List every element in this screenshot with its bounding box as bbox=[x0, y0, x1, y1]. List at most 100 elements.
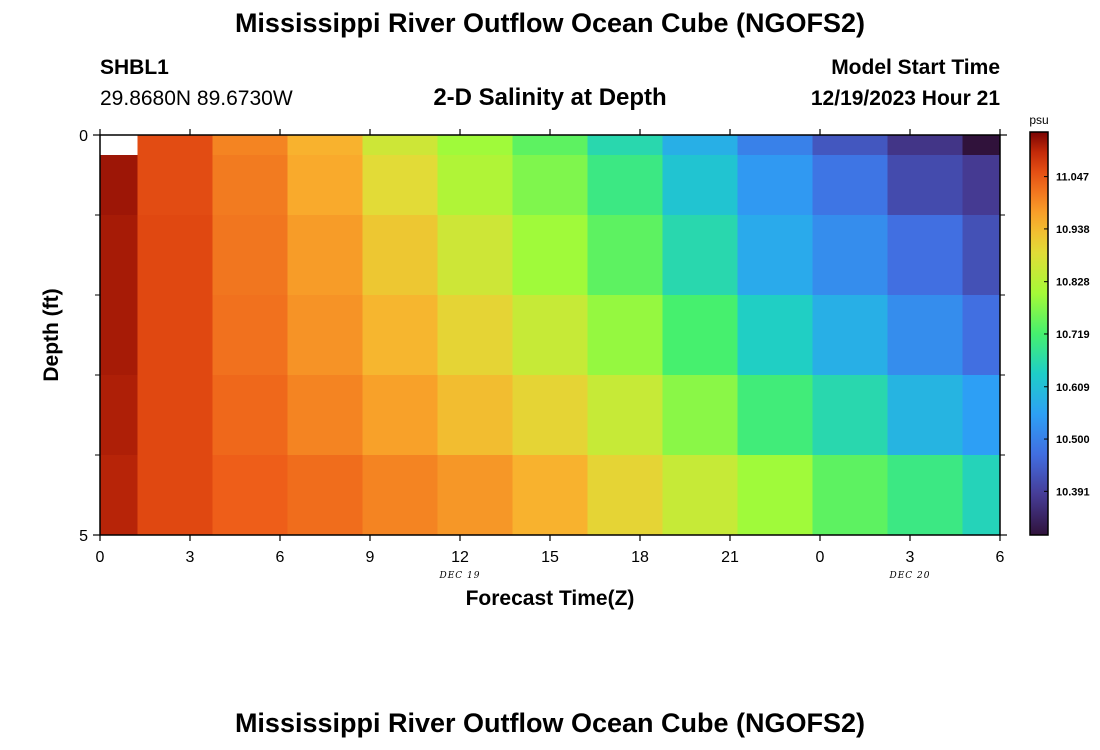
second-chart-title: Mississippi River Outflow Ocean Cube (NG… bbox=[234, 708, 866, 738]
heatmap-cell bbox=[437, 455, 513, 536]
heatmap-cell bbox=[437, 375, 513, 456]
heatmap-cell bbox=[812, 135, 888, 156]
heatmap-cell bbox=[137, 375, 213, 456]
heatmap-cell bbox=[437, 295, 513, 376]
heatmap-cell bbox=[587, 375, 663, 456]
heatmap-cell bbox=[812, 155, 888, 216]
heatmap-cell bbox=[137, 135, 213, 156]
heatmap-cell bbox=[812, 215, 888, 296]
x-tick-label: 18 bbox=[631, 549, 649, 566]
heatmap-cell bbox=[212, 215, 288, 296]
heatmap-cell bbox=[887, 455, 963, 536]
heatmap-cell bbox=[662, 215, 738, 296]
heatmap-cell bbox=[212, 135, 288, 156]
heatmap-cell bbox=[812, 295, 888, 376]
colorbar-unit: psu bbox=[1029, 113, 1048, 127]
heatmap-cell bbox=[662, 135, 738, 156]
heatmap-cell bbox=[662, 375, 738, 456]
heatmap-cell bbox=[212, 155, 288, 216]
heatmap-cell bbox=[737, 455, 813, 536]
heatmap-cell bbox=[362, 295, 438, 376]
heatmap-cell bbox=[100, 215, 138, 296]
heatmap-cell bbox=[362, 375, 438, 456]
heatmap-cell bbox=[212, 295, 288, 376]
y-axis-title: Depth (ft) bbox=[40, 288, 63, 381]
x-tick-label: 15 bbox=[541, 549, 559, 566]
x-tick-label: 21 bbox=[721, 549, 739, 566]
heatmap-cell bbox=[437, 135, 513, 156]
heatmap-cell bbox=[362, 135, 438, 156]
x-tick-label: 6 bbox=[276, 549, 285, 566]
heatmap-cell bbox=[962, 455, 1001, 536]
colorbar-tick-label: 10.500 bbox=[1056, 434, 1090, 446]
colorbar-tick-label: 10.609 bbox=[1056, 382, 1090, 394]
chart-title: Mississippi River Outflow Ocean Cube (NG… bbox=[234, 8, 866, 38]
heatmap-cell bbox=[212, 375, 288, 456]
heatmap-cell bbox=[587, 155, 663, 216]
heatmap-cell bbox=[287, 295, 363, 376]
colorbar-tick-label: 10.719 bbox=[1056, 329, 1090, 341]
heatmap-cell bbox=[887, 215, 963, 296]
colorbar: 11.047 10.938 10.828 10.719 10.609 10.500 10.3… bbox=[1029, 113, 1090, 536]
heatmap-cell bbox=[137, 455, 213, 536]
station-coordinates: 29.8680N 89.6730W bbox=[100, 87, 293, 110]
colorbar-tick-label: 11.047 bbox=[1056, 172, 1089, 184]
heatmap-cell bbox=[137, 155, 213, 216]
heatmap-cell bbox=[962, 215, 1001, 296]
heatmap-cell bbox=[137, 215, 213, 296]
heatmap-cell bbox=[587, 455, 663, 536]
heatmap-cell bbox=[512, 375, 588, 456]
heatmap-cell bbox=[587, 215, 663, 296]
date-label: DEC 20 bbox=[889, 571, 931, 581]
heatmap-cell bbox=[887, 375, 963, 456]
x-axis-title: Forecast Time(Z) bbox=[466, 587, 635, 610]
chart-subtitle: 2-D Salinity at Depth bbox=[433, 84, 667, 111]
heatmap-cell bbox=[737, 155, 813, 216]
y-tick-label: 0 bbox=[79, 128, 88, 145]
heatmap-cell bbox=[737, 215, 813, 296]
heatmap-cell bbox=[962, 295, 1001, 376]
date-label: DEC 19 bbox=[439, 571, 481, 581]
x-tick-label: 0 bbox=[96, 549, 105, 566]
heatmap-cell bbox=[887, 295, 963, 376]
heatmap-cell bbox=[812, 375, 888, 456]
heatmap-cell bbox=[100, 155, 138, 216]
heatmap-cell bbox=[587, 295, 663, 376]
heatmap-cell bbox=[287, 455, 363, 536]
heatmap-cell bbox=[512, 455, 588, 536]
heatmap-cell bbox=[887, 135, 963, 156]
heatmap-cell bbox=[287, 135, 363, 156]
heatmap-cell bbox=[512, 295, 588, 376]
heatmap-cell bbox=[962, 155, 1001, 216]
x-tick-label: 0 bbox=[816, 549, 825, 566]
station-name: SHBL1 bbox=[100, 56, 169, 79]
heatmap-cell bbox=[962, 375, 1001, 456]
heatmap-cell bbox=[512, 135, 588, 156]
heatmap-cell bbox=[737, 375, 813, 456]
heatmap-cell bbox=[662, 155, 738, 216]
heatmap-cell bbox=[737, 295, 813, 376]
heatmap-cell bbox=[100, 135, 138, 156]
heatmap-cell bbox=[100, 375, 138, 456]
heatmap-cell bbox=[287, 375, 363, 456]
colorbar-tick-label: 10.828 bbox=[1056, 277, 1090, 289]
heatmap-cell bbox=[287, 215, 363, 296]
x-tick-label: 9 bbox=[366, 549, 375, 566]
x-tick-label: 12 bbox=[451, 549, 469, 566]
x-tick-label: 3 bbox=[186, 549, 195, 566]
heatmap-cell bbox=[587, 135, 663, 156]
heatmap-cell bbox=[512, 215, 588, 296]
heatmap-cell bbox=[812, 455, 888, 536]
heatmap-cell bbox=[662, 295, 738, 376]
heatmap-cell bbox=[362, 155, 438, 216]
heatmap-cell bbox=[437, 215, 513, 296]
model-start-label: Model Start Time bbox=[831, 56, 1000, 79]
colorbar-tick-label: 10.938 bbox=[1056, 224, 1090, 236]
heatmap-cell bbox=[100, 295, 138, 376]
colorbar-tick-label: 10.391 bbox=[1056, 486, 1090, 498]
heatmap-cell bbox=[887, 155, 963, 216]
heatmap-cell bbox=[212, 455, 288, 536]
x-tick-label: 3 bbox=[906, 549, 915, 566]
heatmap-cell bbox=[737, 135, 813, 156]
